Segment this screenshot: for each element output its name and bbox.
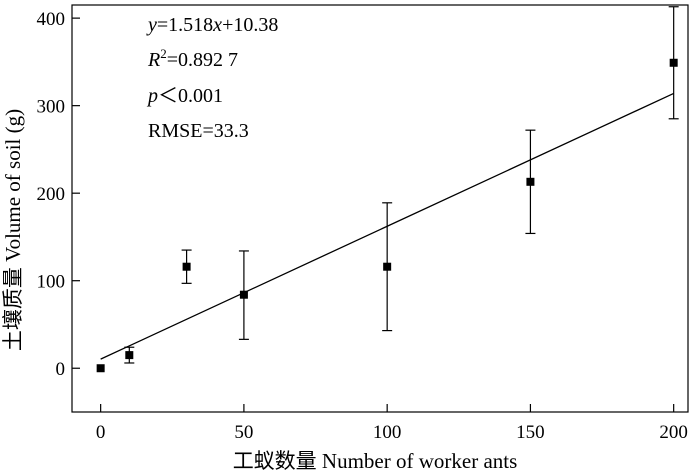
r-squared: R2=0.892 7 — [147, 46, 238, 71]
data-point — [239, 290, 248, 299]
data-point — [125, 351, 134, 360]
y-tick-label: 0 — [56, 359, 66, 380]
regression-equation: y=1.518x+10.38 — [146, 14, 278, 36]
x-axis-title: 工蚁数量 Number of worker ants — [233, 449, 518, 473]
data-point — [526, 177, 535, 186]
x-tick-label: 0 — [96, 422, 106, 443]
x-tick-label: 200 — [659, 422, 688, 443]
data-point — [383, 262, 392, 271]
data-point — [96, 364, 105, 373]
y-tick-label: 400 — [37, 9, 66, 30]
x-tick-label: 50 — [234, 422, 253, 443]
y-axis-ticks: 0 100 200 300 400 — [37, 9, 80, 380]
y-tick-label: 200 — [37, 184, 66, 205]
y-tick-label: 100 — [37, 272, 66, 293]
axes — [71, 4, 689, 413]
x-tick-label: 100 — [373, 422, 402, 443]
rmse: RMSE=33.3 — [148, 120, 249, 142]
statistics-annotation: y=1.518x+10.38 R2=0.892 7 p＜0.001 RMSE=3… — [146, 14, 278, 142]
y-axis-title: 土壤质量 Volume of soil (g) — [1, 109, 25, 351]
x-tick-label: 150 — [516, 422, 545, 443]
p-value: p＜0.001 — [146, 85, 223, 107]
plot-frame — [71, 4, 689, 413]
y-tick-label: 300 — [37, 97, 66, 118]
data-point — [669, 58, 678, 67]
data-points — [96, 58, 678, 373]
x-axis-ticks: 0 50 100 150 200 — [96, 404, 688, 443]
data-point — [182, 262, 191, 271]
